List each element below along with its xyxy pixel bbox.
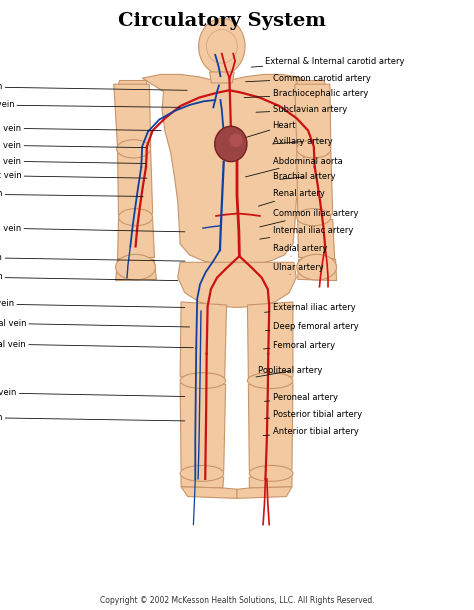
Text: External iliac artery: External iliac artery: [264, 303, 356, 312]
Polygon shape: [249, 476, 292, 488]
Text: Brachial vein: Brachial vein: [0, 157, 146, 165]
Text: Internal iliac artery: Internal iliac artery: [260, 226, 353, 239]
Polygon shape: [298, 259, 337, 281]
Text: Ulnar artery: Ulnar artery: [273, 263, 323, 274]
Polygon shape: [180, 302, 227, 378]
Ellipse shape: [180, 373, 226, 389]
Text: Axillary vein: Axillary vein: [0, 124, 161, 132]
Text: Median cubital vein: Median cubital vein: [0, 190, 143, 198]
Ellipse shape: [199, 18, 245, 74]
Text: Posterior tibial artery: Posterior tibial artery: [264, 411, 362, 419]
Polygon shape: [114, 84, 151, 148]
Text: Brachial artery: Brachial artery: [273, 173, 335, 181]
Text: Heart: Heart: [246, 121, 296, 137]
Ellipse shape: [249, 465, 293, 481]
Ellipse shape: [117, 140, 151, 158]
Text: External & Internal carotid artery: External & Internal carotid artery: [251, 57, 405, 67]
Text: Great saphenous vein: Great saphenous vein: [0, 413, 185, 422]
Ellipse shape: [247, 373, 293, 389]
Text: Deep femoral artery: Deep femoral artery: [265, 323, 358, 331]
Ellipse shape: [229, 134, 243, 147]
Text: Peroneal artery: Peroneal artery: [264, 393, 337, 402]
Text: Femoral vein: Femoral vein: [0, 319, 190, 328]
Text: Anterior tibial artery: Anterior tibial artery: [263, 428, 358, 436]
Text: Common iliac artery: Common iliac artery: [260, 209, 358, 227]
Text: Peroneal vein: Peroneal vein: [0, 389, 185, 397]
Ellipse shape: [116, 254, 155, 280]
Text: Circulatory System: Circulatory System: [118, 12, 326, 30]
Text: Subclavian vein: Subclavian vein: [0, 101, 180, 109]
Polygon shape: [210, 72, 234, 83]
Polygon shape: [181, 476, 224, 488]
Text: Popliteal artery: Popliteal artery: [256, 367, 323, 377]
Text: Femoral artery: Femoral artery: [264, 341, 335, 350]
Text: Cephalic vein: Cephalic vein: [0, 141, 146, 149]
Text: Brachiocephalic artery: Brachiocephalic artery: [244, 90, 368, 98]
Text: Axillary artery: Axillary artery: [273, 137, 332, 146]
Text: Internal jugular vein: Internal jugular vein: [0, 82, 187, 91]
Text: Radial artery: Radial artery: [273, 245, 327, 256]
Text: Basilic vein: Basilic vein: [0, 171, 147, 180]
Polygon shape: [248, 383, 293, 471]
Polygon shape: [298, 220, 335, 259]
Text: Renal artery: Renal artery: [258, 190, 324, 206]
Polygon shape: [116, 259, 156, 281]
Text: Internal iliac vein: Internal iliac vein: [0, 273, 178, 281]
Polygon shape: [118, 151, 153, 215]
Text: External iliac vein: External iliac vein: [0, 300, 185, 308]
Polygon shape: [118, 220, 155, 259]
Ellipse shape: [180, 465, 224, 481]
Text: Abdominal aorta: Abdominal aorta: [246, 157, 342, 177]
Polygon shape: [178, 262, 296, 307]
Polygon shape: [297, 81, 325, 87]
Polygon shape: [181, 487, 237, 498]
Polygon shape: [295, 84, 331, 148]
Text: Copyright © 2002 McKesson Health Solutions, LLC. All Rights Reserved.: Copyright © 2002 McKesson Health Solutio…: [100, 596, 374, 605]
Polygon shape: [247, 302, 293, 378]
Ellipse shape: [297, 254, 337, 280]
Polygon shape: [297, 151, 333, 215]
Polygon shape: [118, 81, 147, 87]
Polygon shape: [142, 74, 312, 266]
Ellipse shape: [297, 209, 331, 226]
Ellipse shape: [118, 209, 153, 226]
Ellipse shape: [215, 126, 247, 162]
Text: Renal vein: Renal vein: [0, 224, 185, 232]
Polygon shape: [180, 383, 226, 471]
Text: Common iliac vein: Common iliac vein: [0, 253, 185, 262]
Ellipse shape: [297, 140, 331, 158]
Polygon shape: [237, 487, 292, 498]
Text: Popliteal vein: Popliteal vein: [0, 340, 193, 348]
Ellipse shape: [207, 30, 237, 63]
Text: Subclavian artery: Subclavian artery: [256, 106, 347, 114]
Text: Common carotid artery: Common carotid artery: [246, 74, 370, 82]
